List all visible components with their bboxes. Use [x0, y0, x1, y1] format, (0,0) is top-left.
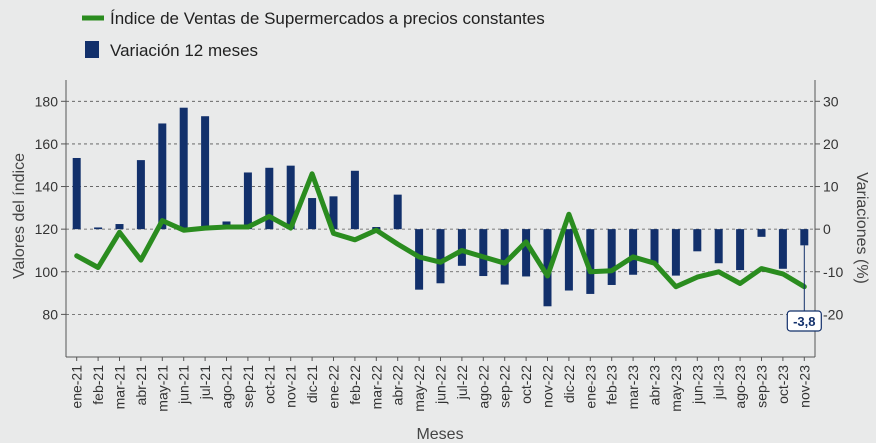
x-tick-label: oct-23: [775, 365, 791, 404]
x-tick-label: abr-23: [647, 365, 663, 406]
x-axis-title: Meses: [416, 426, 463, 443]
bar-abr-23: [650, 229, 659, 264]
y-axis-right-title: Variaciones (%): [853, 172, 870, 284]
bar-mar-23: [629, 229, 638, 275]
bar-sep-23: [757, 229, 766, 237]
x-tick-label: may-23: [668, 365, 684, 412]
y-left-tick-label: 100: [35, 264, 59, 280]
x-tick-label: mar-22: [368, 365, 384, 410]
x-tick-label: jul-21: [197, 365, 213, 400]
y-left-tick-label: 120: [35, 221, 59, 237]
legend-item-variation: Variación 12 meses: [85, 41, 258, 60]
x-tick-label: mar-23: [625, 365, 641, 410]
bar-jul-22: [457, 229, 466, 266]
bar-mar-21: [115, 224, 124, 230]
bar-ene-21: [72, 157, 81, 230]
x-tick-labels: ene-21 feb-21 mar-21 abr-21 may-21 jun-21 jul-…: [69, 365, 813, 412]
y-axis-left-title: Valores del índice: [11, 153, 28, 279]
y-right-tick-label: 0: [823, 221, 831, 237]
x-tick-label: jul-22: [454, 365, 470, 400]
x-tick-label: jun-23: [689, 365, 705, 405]
bar-ago-22: [479, 229, 488, 277]
x-tick-label: ago-23: [732, 365, 748, 409]
x-tick-label: abr-21: [133, 365, 149, 406]
bar-sep-21: [243, 172, 252, 230]
index-line: [74, 171, 807, 290]
bar-abr-22: [393, 194, 402, 230]
bar-may-23: [671, 229, 680, 276]
x-tick-label: jun-22: [433, 365, 449, 405]
bar-oct-23: [778, 229, 787, 269]
bar-nov-22: [543, 229, 552, 307]
bar-feb-23: [607, 229, 616, 285]
x-tick-label: nov-22: [540, 365, 556, 408]
x-tick-label: ago-22: [475, 365, 491, 409]
y-left-tick-label: 80: [42, 306, 58, 322]
x-tick-label: dic-21: [304, 365, 320, 403]
bar-jul-23: [714, 229, 723, 264]
y-right-tick-label: 30: [823, 93, 839, 109]
x-tick-label: may-22: [411, 365, 427, 412]
x-tick-label: feb-21: [90, 365, 106, 405]
x-tick-label: ene-23: [582, 365, 598, 409]
bar-ene-22: [329, 196, 338, 230]
callout-label: -3,8: [793, 314, 815, 329]
callout-box: [786, 310, 822, 332]
bar-jun-21: [179, 107, 188, 230]
legend: Índice de Ventas de Supermercados a prec…: [82, 9, 545, 60]
y-tick-labels: 80 100 120 140 160 180 -20 -10 0 10 20 30: [35, 93, 844, 322]
x-tick-label: ene-22: [326, 365, 342, 409]
x-tick-label: oct-21: [261, 365, 277, 404]
line-series: [74, 171, 807, 290]
x-tick-label: may-21: [154, 365, 170, 412]
bar-oct-22: [522, 229, 531, 277]
y-left-tick-label: 140: [35, 179, 59, 195]
y-left-tick-label: 180: [35, 93, 59, 109]
bar-feb-21: [94, 227, 103, 230]
bar-dic-22: [564, 229, 573, 291]
x-tick-label: jun-21: [176, 365, 192, 405]
bar-abr-21: [136, 160, 145, 230]
x-tick-label: jul-23: [711, 365, 727, 400]
y-right-tick-label: 20: [823, 136, 839, 152]
axes: [61, 80, 820, 361]
bar-nov-21: [286, 165, 295, 230]
bar-ago-23: [736, 229, 745, 271]
bar-sep-22: [500, 229, 509, 285]
bar-jun-22: [436, 229, 445, 284]
x-tick-label: sep-23: [754, 365, 770, 408]
bar-oct-21: [265, 167, 274, 230]
x-tick-label: nov-23: [796, 365, 812, 408]
x-tick-label: abr-22: [390, 365, 406, 406]
y-left-tick-label: 160: [35, 136, 59, 152]
bar-jun-23: [693, 229, 702, 252]
bar-dic-21: [308, 198, 317, 230]
x-tick-label: nov-21: [283, 365, 299, 408]
legend-swatch-bar: [85, 41, 99, 58]
bar-feb-22: [350, 170, 359, 230]
x-tick-label: sep-21: [240, 365, 256, 408]
bar-ene-23: [586, 229, 595, 294]
x-tick-label: feb-22: [347, 365, 363, 405]
x-tick-label: dic-22: [561, 365, 577, 403]
legend-label-index: Índice de Ventas de Supermercados a prec…: [110, 9, 545, 28]
bar-jul-21: [201, 116, 210, 230]
x-tick-label: mar-21: [112, 365, 128, 410]
annotation-callout: -3,8: [786, 245, 822, 332]
x-tick-label: oct-22: [518, 365, 534, 404]
legend-item-index: Índice de Ventas de Supermercados a prec…: [82, 9, 545, 28]
y-right-tick-label: 10: [823, 179, 839, 195]
bar-may-21: [158, 123, 167, 230]
y-right-tick-label: -10: [823, 264, 843, 280]
x-tick-label: ago-21: [219, 365, 235, 409]
legend-label-variation: Variación 12 meses: [110, 41, 258, 60]
bar-nov-23: [800, 229, 809, 246]
x-tick-label: sep-22: [497, 365, 513, 408]
x-tick-label: ene-21: [69, 365, 85, 409]
y-right-tick-label: -20: [823, 306, 843, 322]
x-tick-label: feb-23: [604, 365, 620, 405]
